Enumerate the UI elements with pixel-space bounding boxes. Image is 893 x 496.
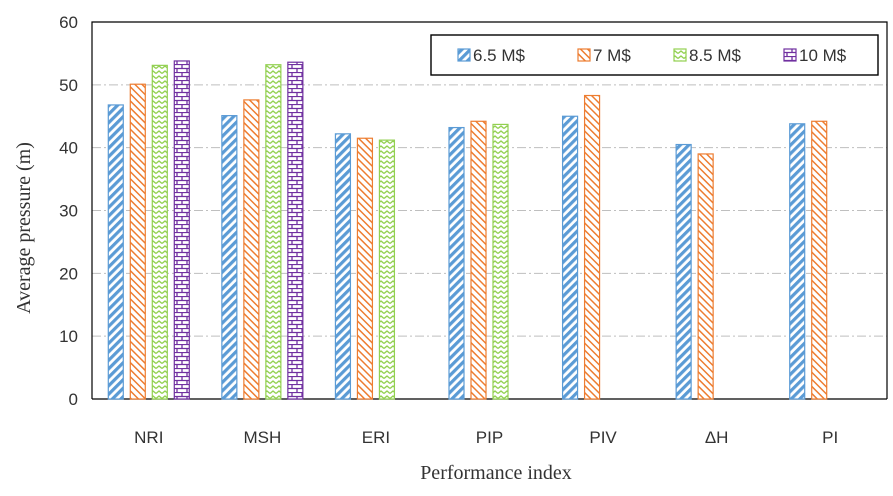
y-tick-label: 50 xyxy=(59,76,78,95)
x-tick-label: PIV xyxy=(589,428,617,447)
legend-swatch xyxy=(457,48,471,62)
bar-6.5M-3 xyxy=(448,126,465,400)
bar-6.5M-4 xyxy=(561,115,579,400)
y-tick-label: 10 xyxy=(59,327,78,346)
bar-7M-3 xyxy=(470,120,487,400)
legend: 6.5 M$ 7 M$ 8.5 M$ 10 M$ xyxy=(430,34,879,76)
x-tick-label: MSH xyxy=(243,428,281,447)
bar-7M-5 xyxy=(697,153,714,400)
bar-10M-0 xyxy=(173,60,190,400)
y-tick-labels: 0 10 20 30 40 50 60 xyxy=(59,13,78,409)
x-tick-label: ΔH xyxy=(705,428,729,447)
bar-6.5M-0 xyxy=(107,104,124,400)
x-tick-label: ERI xyxy=(362,428,390,447)
y-tick-label: 0 xyxy=(69,390,78,409)
legend-swatch xyxy=(783,48,797,62)
bar-7M-0 xyxy=(129,83,146,400)
y-tick-label: 20 xyxy=(59,264,78,283)
bar-10M-1 xyxy=(287,61,304,400)
x-tick-label: PIP xyxy=(476,428,503,447)
legend-swatch xyxy=(577,48,591,62)
bars xyxy=(107,60,828,400)
bar-8.5M-3 xyxy=(492,123,509,400)
y-tick-label: 60 xyxy=(59,13,78,32)
bar-8.5M-2 xyxy=(378,139,396,400)
x-axis-title: Performance index xyxy=(420,462,572,484)
legend-box xyxy=(430,34,879,76)
bar-6.5M-1 xyxy=(221,115,238,400)
gridlines xyxy=(92,84,887,337)
y-tick-label: 40 xyxy=(59,139,78,158)
x-tick-label: NRI xyxy=(134,428,163,447)
y-axis-title: Average pressure (m) xyxy=(13,142,35,314)
legend-label: 6.5 M$ xyxy=(473,46,526,65)
bar-6.5M-2 xyxy=(334,133,352,400)
x-tick-label: PI xyxy=(822,428,838,447)
bar-7M-1 xyxy=(243,99,260,400)
legend-label: 10 M$ xyxy=(799,46,847,65)
bar-8.5M-1 xyxy=(265,64,282,400)
legend-swatch xyxy=(673,48,687,62)
x-tick-labels: NRI MSH ERI PIP PIV ΔH PI xyxy=(134,428,838,447)
y-tick-label: 30 xyxy=(59,202,78,221)
bar-8.5M-0 xyxy=(151,64,168,400)
bar-7M-2 xyxy=(356,137,374,400)
legend-label: 8.5 M$ xyxy=(689,46,742,65)
bar-6.5M-5 xyxy=(675,143,692,400)
legend-label: 7 M$ xyxy=(593,46,631,65)
bar-6.5M-6 xyxy=(789,123,806,400)
bar-7M-4 xyxy=(583,94,601,400)
plot-border xyxy=(91,21,888,399)
bar-7M-6 xyxy=(811,120,828,400)
